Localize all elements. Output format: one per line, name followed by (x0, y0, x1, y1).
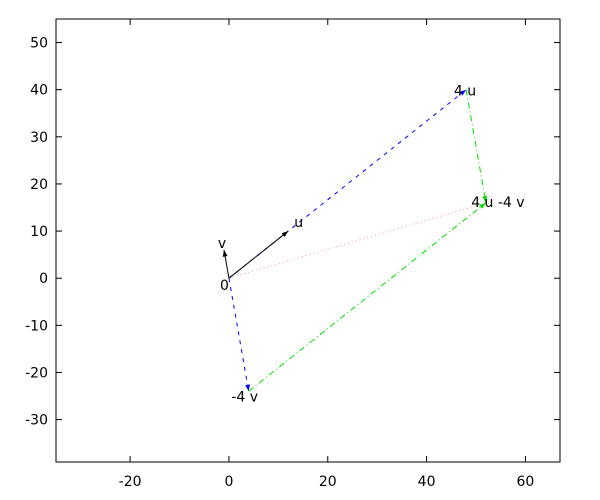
arrowhead (482, 195, 488, 203)
arrowhead (222, 249, 228, 257)
vector-label: v (218, 236, 226, 252)
y-tick-label: 20 (30, 177, 48, 193)
axes: -20 0 20 40 60 -30 -20 -10 0 10 20 30 40 50 (25, 19, 560, 490)
vector-label: 4 u -4 v (471, 195, 524, 211)
arrowhead (459, 89, 467, 96)
x-tick-label: 60 (516, 474, 534, 490)
vector-label: u (294, 215, 303, 231)
y-tick-label: 50 (30, 36, 48, 52)
y-tick-label: 0 (39, 271, 48, 287)
y-tick-label: -30 (25, 413, 48, 429)
y-tick-label: 30 (30, 130, 48, 146)
y-tick-label: 40 (30, 83, 48, 99)
y-tick-label: -10 (25, 318, 48, 334)
y-tick-label: -20 (25, 365, 48, 381)
vector-label: 0 (220, 278, 229, 294)
vector-segment-solid (228, 230, 289, 279)
plot-area: 0 u v 4 u -4 v 4 u -4 v (218, 84, 525, 406)
vector-label: 4 u (454, 84, 476, 100)
x-tick-label: 20 (319, 474, 337, 490)
plot-border (55, 18, 561, 463)
arrowhead (245, 384, 250, 392)
vector-segment-dashdot (248, 202, 487, 392)
x-tick-label: -20 (119, 474, 142, 490)
vector-segment-dashed (228, 278, 250, 392)
y-tick-label: 10 (30, 224, 48, 240)
vector-segment-dashed (228, 89, 467, 279)
x-tick-label: 0 (224, 474, 233, 490)
x-tick-label: 40 (418, 474, 436, 490)
vector-segment-dotted (228, 202, 487, 279)
arrowhead (281, 231, 289, 238)
vector-label: -4 v (231, 389, 258, 405)
vector-segment-dashdot (465, 89, 487, 203)
arrowhead (479, 202, 486, 209)
